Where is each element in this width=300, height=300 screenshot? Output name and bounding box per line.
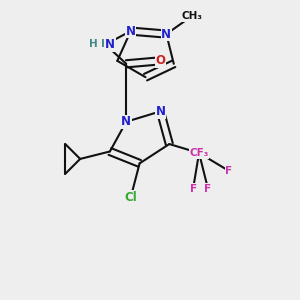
Text: N: N [126,25,136,38]
Text: F: F [225,166,232,176]
Text: N: N [161,28,171,40]
Text: N: N [105,38,115,51]
Text: O: O [155,54,165,67]
Text: H: H [89,40,98,50]
Text: F: F [190,184,197,194]
Text: Cl: Cl [124,191,137,204]
Text: CH₃: CH₃ [181,11,202,21]
Text: H: H [101,40,110,50]
Text: N: N [121,115,131,128]
Text: F: F [204,184,211,194]
Text: CF₃: CF₃ [189,148,209,158]
Text: N: N [155,105,165,118]
